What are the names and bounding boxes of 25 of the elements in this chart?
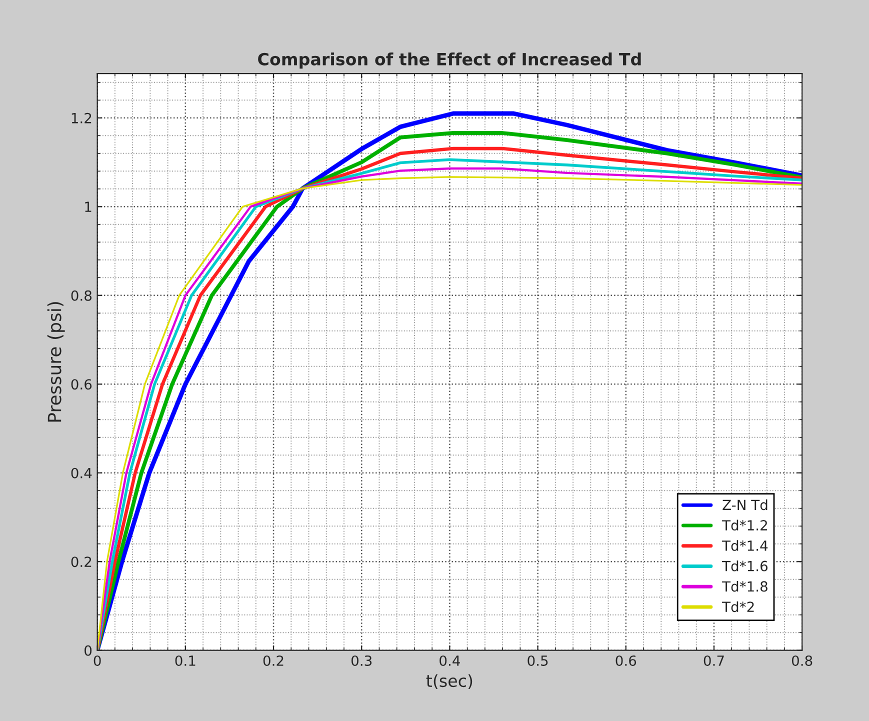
x-tick-label: 0 [94,655,101,666]
x-tick-label: 0.7 [704,655,724,666]
y-tick-label: 0.2 [71,556,92,568]
legend-label: Td*1.6 [722,560,768,572]
y-tick-label: 1 [85,202,92,212]
legend-label: Td*1.4 [722,540,768,551]
y-tick-label: 0 [84,645,92,656]
y-tick-label: 0.8 [71,290,92,301]
legend-label: Td*1.8 [722,580,768,592]
x-tick-label: 0.8 [792,655,812,666]
x-tick-label: 0.2 [263,655,284,666]
x-axis-title: t(sec) [426,674,472,690]
x-tick-label: 0.6 [616,655,636,666]
x-tick-label: 0.5 [528,655,548,666]
x-tick-label: 0.4 [440,655,460,666]
chart-title: Comparison of the Effect of Increased Td [258,52,641,69]
y-tick-label: 1.2 [72,112,92,124]
legend-label: Td*1.2 [722,520,767,531]
legend-label: Td*2 [722,601,754,612]
y-tick-label: 0.6 [71,379,92,390]
legend-label: Z-N Td [722,499,768,510]
x-tick-label: 0.3 [351,655,372,666]
y-tick-label: 0.4 [71,468,92,478]
y-axis-title: Pressure (psi) [47,302,65,422]
x-tick-label: 0.1 [175,655,196,666]
